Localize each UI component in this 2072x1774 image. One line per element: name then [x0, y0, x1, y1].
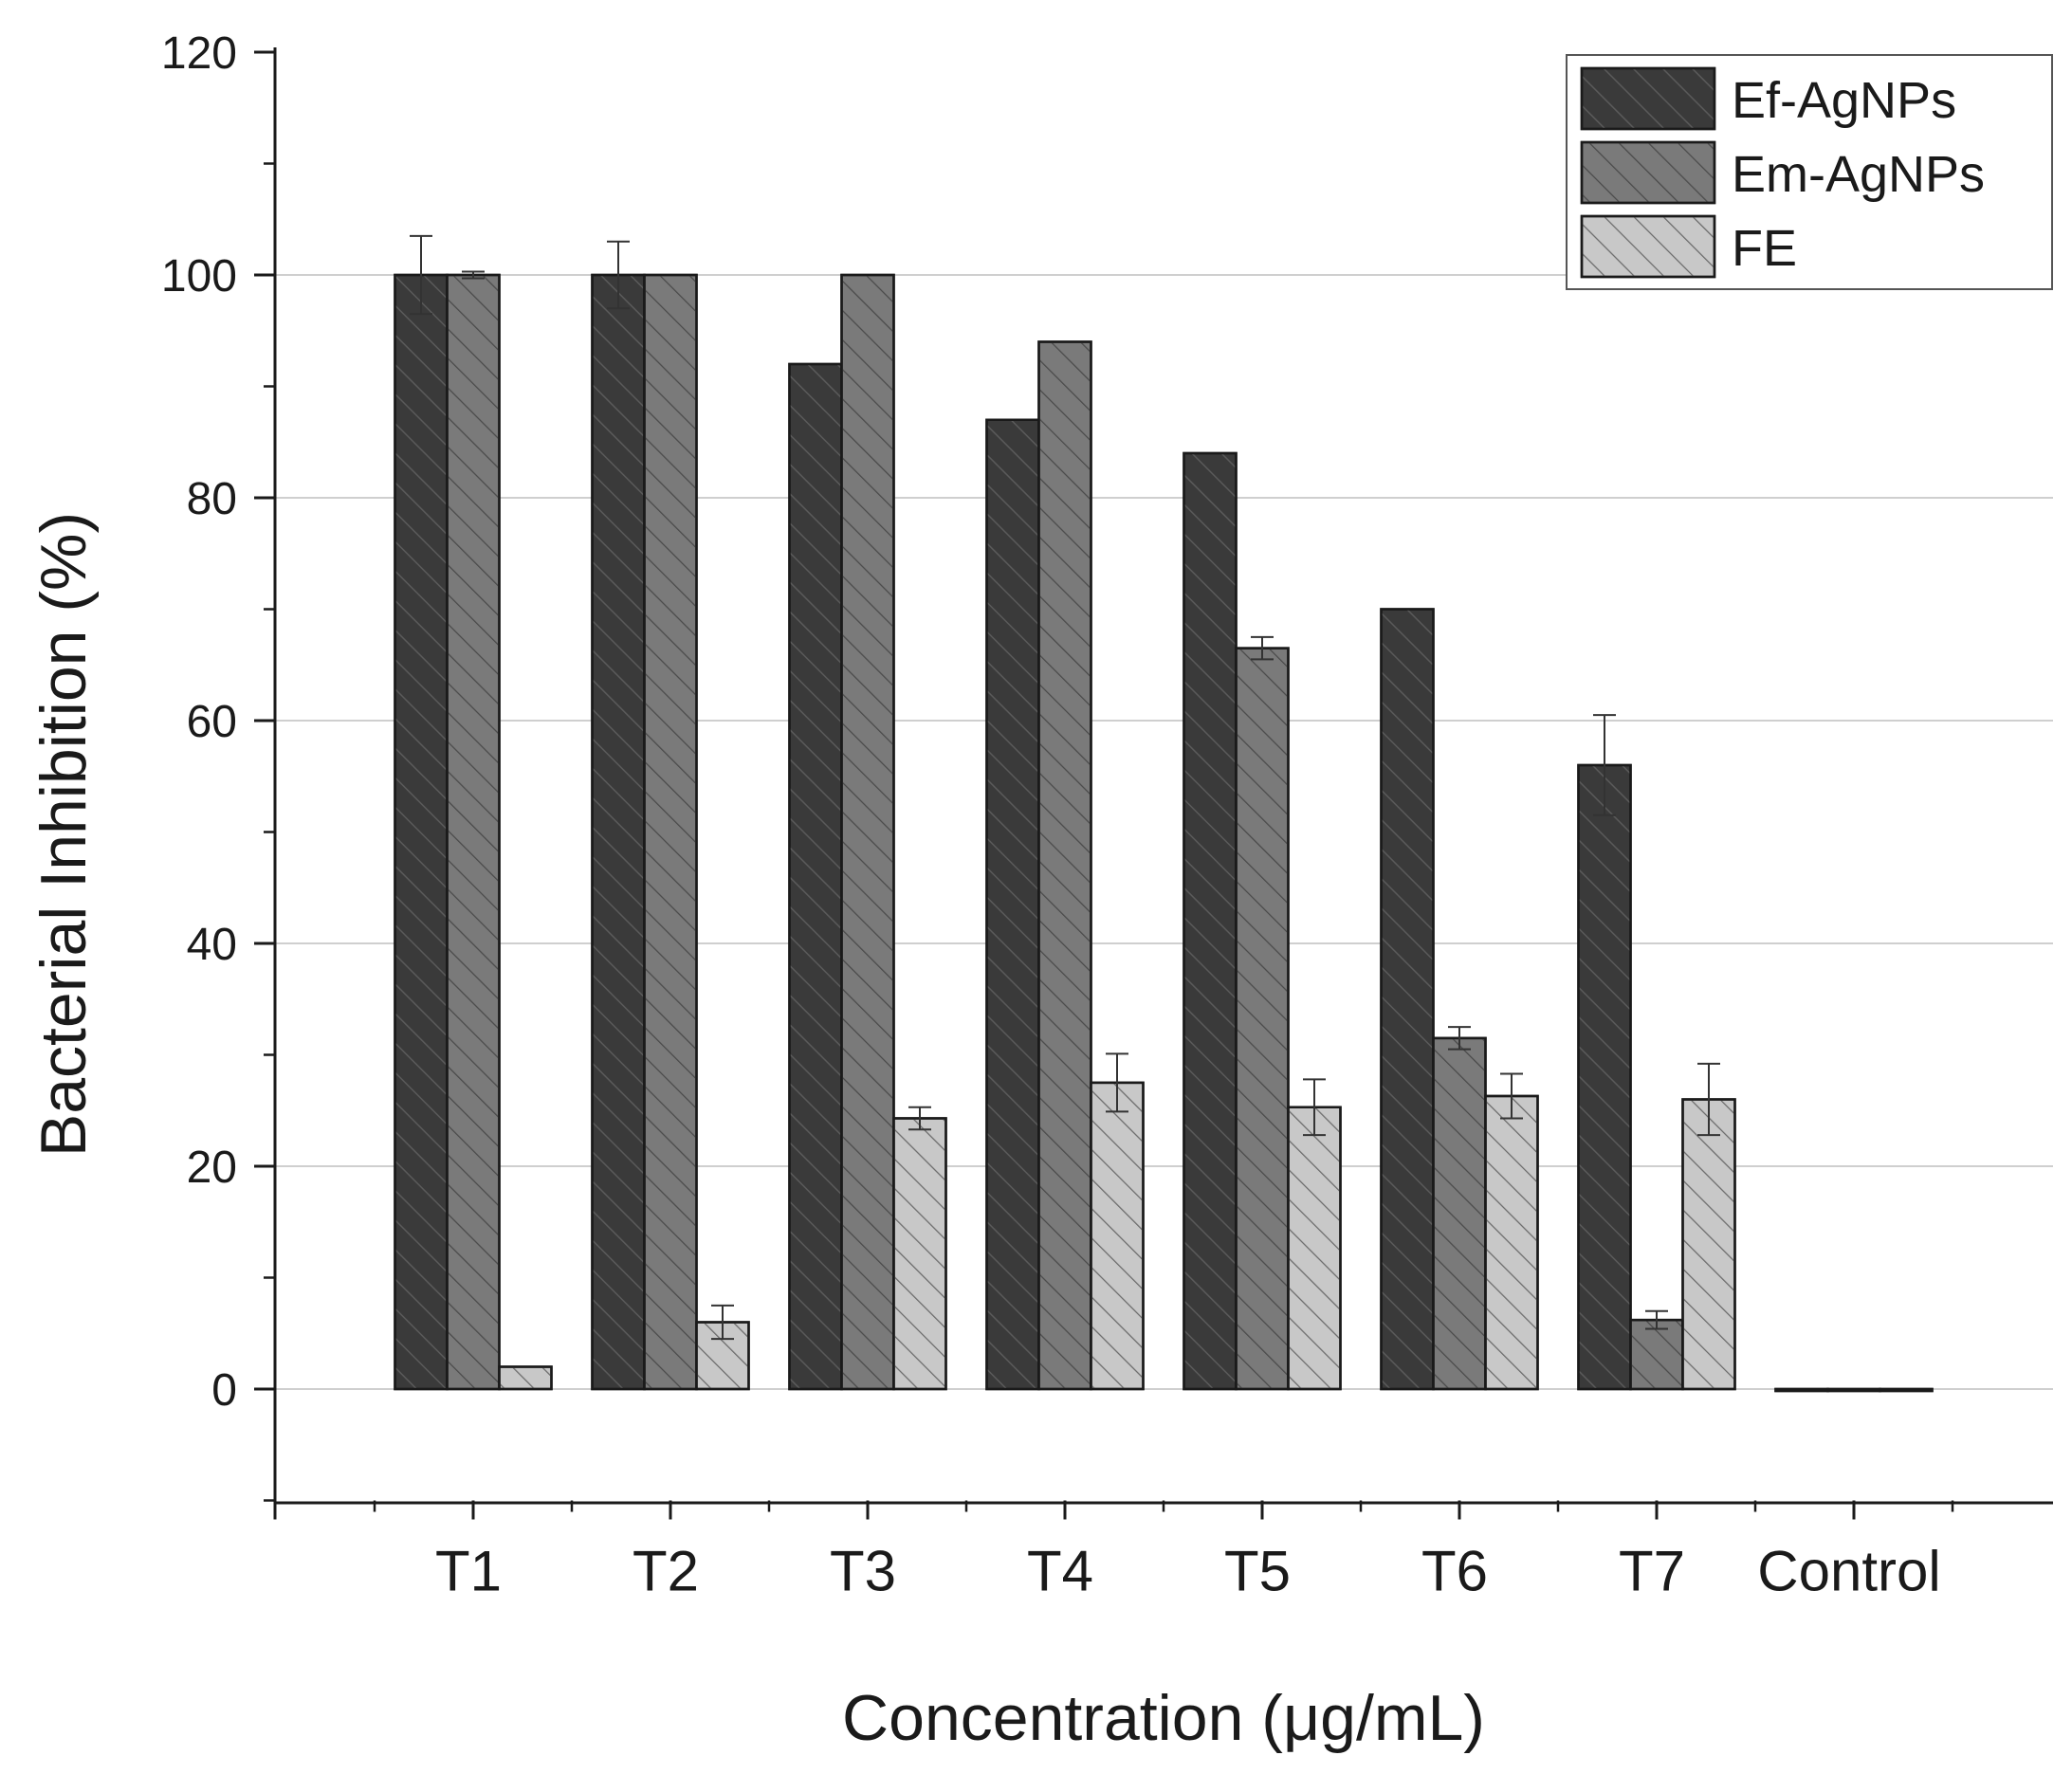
bar-em-agnps-hatch [1038, 341, 1091, 1389]
y-tick-label: 100 [161, 251, 237, 302]
bar-em-agnps-outline [1826, 1387, 1881, 1393]
x-tick-label: T1 [435, 1540, 502, 1603]
y-tick-label: 0 [211, 1365, 237, 1416]
bar-fe-outline [1879, 1387, 1934, 1393]
y-tick-label: 60 [187, 697, 237, 747]
x-tick-label: Control [1757, 1540, 1940, 1603]
bar-fe-hatch [1091, 1082, 1144, 1389]
bar-em-agnps-hatch [1433, 1037, 1486, 1389]
y-tick-label: 20 [187, 1143, 237, 1193]
x-tick-label: T6 [1421, 1540, 1488, 1603]
bar-fe-hatch [1485, 1095, 1538, 1389]
legend-swatch-em-agnps-hatch [1580, 140, 1716, 205]
bar-fe-outline [498, 1365, 553, 1391]
x-tick-label: T3 [830, 1540, 896, 1603]
legend-swatch-ef-agnps-hatch [1580, 66, 1716, 131]
bar-fe-hatch [1682, 1099, 1735, 1389]
x-axis-title: Concentration (μg/mL) [842, 1682, 1485, 1754]
y-axis-title: Bacterial Inhibition (%) [28, 512, 100, 1157]
x-ticks: T1 T2 T3 T4 T5 T6 T7 Control [273, 1500, 1954, 1603]
bar-ef-agnps-hatch [1381, 609, 1434, 1389]
bar-ef-agnps-outline [1774, 1387, 1829, 1393]
bar-ef-agnps-hatch [789, 364, 842, 1389]
legend: Ef-AgNPs Em-AgNPs FE [1566, 54, 2053, 290]
bar-em-agnps-hatch [1630, 1320, 1683, 1389]
bar-em-agnps-hatch [644, 275, 697, 1389]
gridlines [275, 274, 2053, 1390]
x-tick-label: T7 [1619, 1540, 1685, 1603]
legend-label: Em-AgNPs [1732, 146, 1985, 203]
legend-label: Ef-AgNPs [1732, 72, 1956, 129]
legend-label: FE [1732, 220, 1797, 277]
bar-em-agnps-outline [1037, 340, 1092, 1391]
y-ticks: 0 20 40 60 80 100 120 [161, 28, 275, 1502]
bar-em-agnps-outline [840, 273, 895, 1391]
bar-ef-agnps-hatch [592, 275, 645, 1389]
bars [394, 273, 1934, 1393]
error-bars [410, 234, 1720, 1341]
bar-ef-agnps-outline [1380, 608, 1435, 1391]
x-tick-label: T4 [1027, 1540, 1093, 1603]
x-tick-label: T5 [1224, 1540, 1291, 1603]
y-tick-label: 40 [187, 920, 237, 970]
legend-swatch-fe-hatch [1580, 214, 1716, 279]
bar-fe-hatch [1288, 1106, 1341, 1389]
bar-em-agnps-hatch [841, 275, 894, 1389]
bar-ef-agnps-hatch [394, 275, 448, 1389]
x-tick-label: T2 [633, 1540, 699, 1603]
bar-ef-agnps-hatch [986, 419, 1039, 1389]
bar-em-agnps-outline [643, 273, 698, 1391]
y-tick-label: 80 [187, 474, 237, 524]
bar-em-agnps-hatch [447, 275, 500, 1389]
bar-em-agnps-hatch [1236, 648, 1289, 1389]
bar-ef-agnps-hatch [1183, 453, 1237, 1389]
bar-fe-hatch [499, 1366, 552, 1389]
bar-ef-agnps-hatch [1578, 765, 1631, 1389]
bar-fe-hatch [893, 1118, 946, 1389]
y-tick-label: 120 [161, 28, 237, 79]
